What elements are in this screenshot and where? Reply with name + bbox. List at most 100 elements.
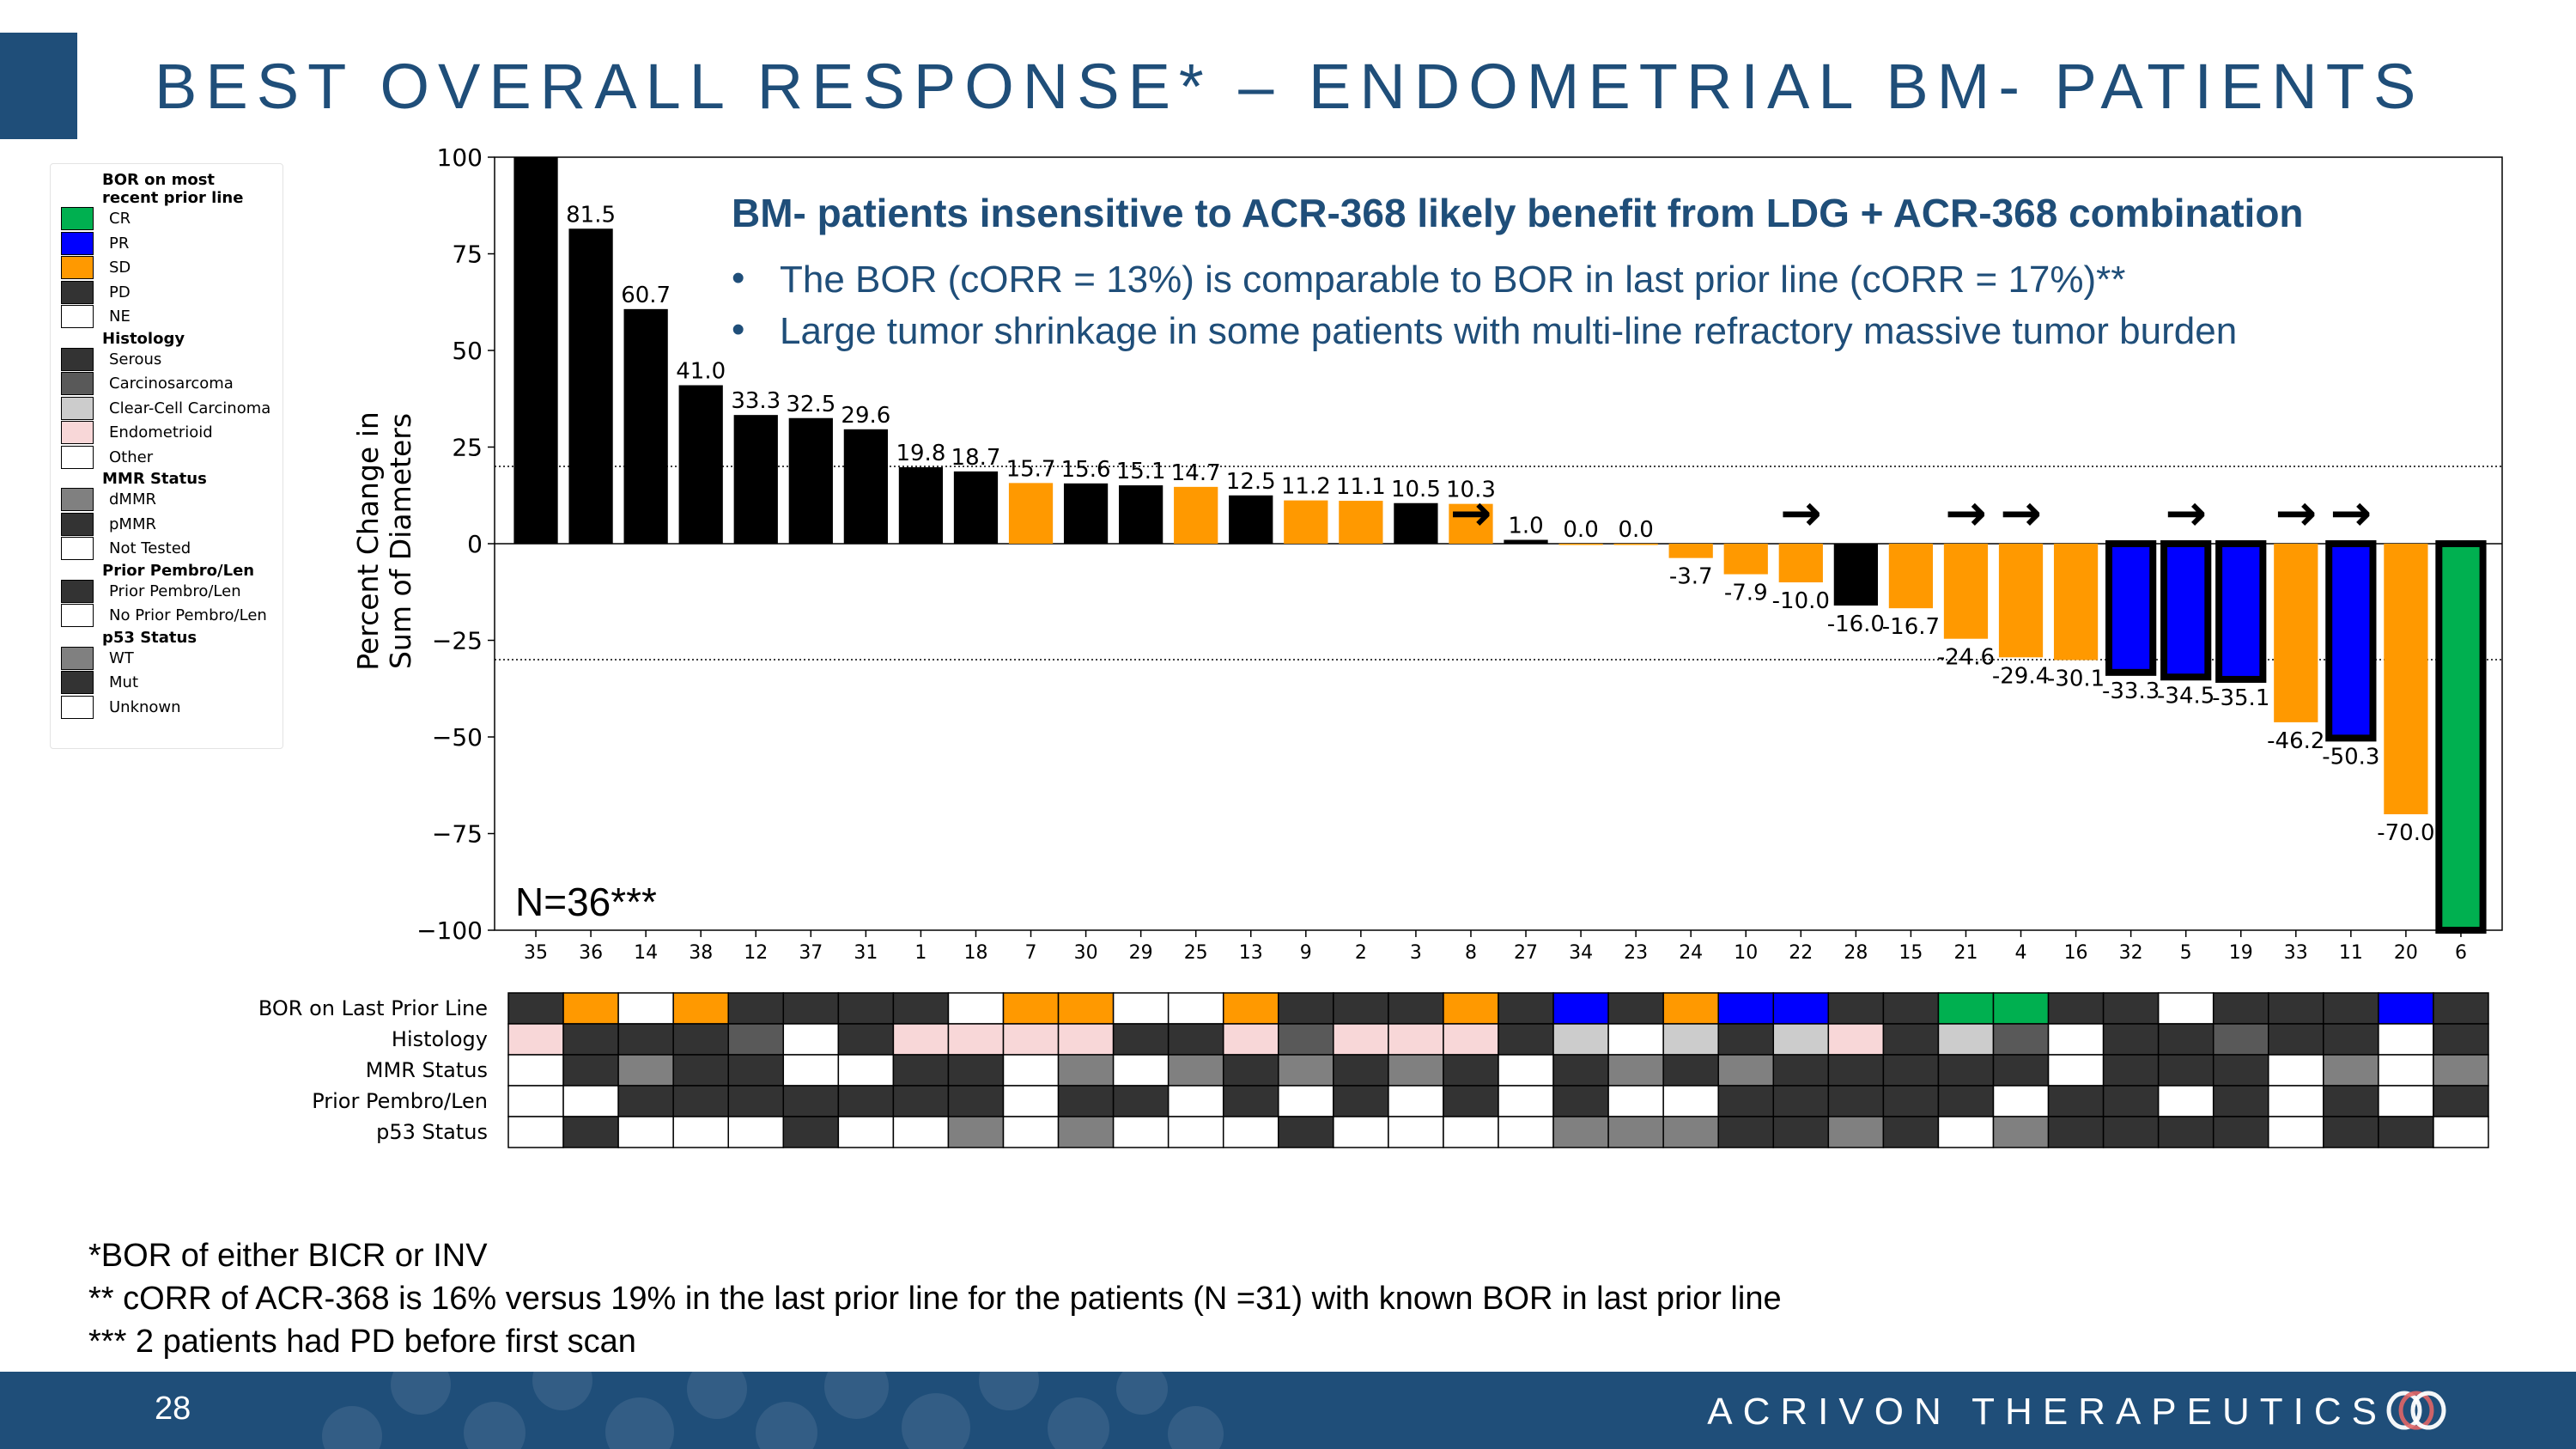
track-cell <box>947 1054 1005 1087</box>
track-cell <box>837 1085 895 1117</box>
track-cell <box>2378 992 2434 1025</box>
legend-label: No Prior Pembro/Len <box>109 606 267 624</box>
track-cell <box>562 1085 619 1117</box>
legend-swatch <box>61 396 94 420</box>
data-label: 60.7 <box>621 283 671 308</box>
decorative-circle <box>824 1372 889 1419</box>
page-number: 28 <box>155 1391 191 1427</box>
track-cell <box>1112 1085 1170 1117</box>
track-cell <box>1498 1023 1554 1056</box>
track-cell <box>2268 992 2324 1025</box>
track-cell <box>892 1116 950 1148</box>
track-cell <box>1882 992 1940 1025</box>
track-cell <box>2378 1085 2434 1117</box>
track-cell <box>782 1023 840 1056</box>
track-cell <box>2047 1023 2105 1056</box>
callout-headline: BM- patients insensitive to ACR-368 like… <box>732 191 2304 235</box>
track-cell <box>1333 1054 1389 1087</box>
track-cell <box>1167 992 1224 1025</box>
y-tick-label: 100 <box>437 143 483 172</box>
legend-label: Unknown <box>109 697 181 716</box>
track-cell <box>892 1054 950 1087</box>
track-cell <box>837 1054 895 1087</box>
x-tick-label: 21 <box>1953 942 1978 964</box>
y-tick-label: −75 <box>432 820 483 849</box>
track-cell <box>1057 992 1115 1025</box>
y-tick-label: 0 <box>467 530 483 558</box>
track-cell <box>1937 1116 1995 1148</box>
track-cell <box>1717 1085 1775 1117</box>
legend-item: Prior Pembro/Len <box>56 579 283 605</box>
data-label: 10.5 <box>1391 477 1441 502</box>
track-cell <box>837 1116 895 1148</box>
track-cell <box>1717 1023 1775 1056</box>
track-cell <box>1662 1116 1719 1148</box>
track-cell <box>1222 992 1279 1025</box>
track-cell <box>1002 1085 1060 1117</box>
track-cell <box>1827 1116 1885 1148</box>
track-cell <box>947 1023 1005 1056</box>
data-label: 0.0 <box>1618 517 1653 543</box>
track-cell <box>1937 992 1995 1025</box>
track-cell <box>1992 1054 2050 1087</box>
track-cell <box>1388 1116 1444 1148</box>
track-cell <box>1167 1085 1224 1117</box>
x-tick-label: 19 <box>2229 942 2253 964</box>
bar <box>2053 544 2099 661</box>
track-cell <box>782 992 840 1025</box>
track-cell <box>1167 1116 1224 1148</box>
legend-label: SD <box>109 259 131 277</box>
track-label: p53 Status <box>376 1120 488 1144</box>
legend-item: PR <box>56 231 283 257</box>
track-cell <box>1278 1054 1334 1087</box>
track-cell <box>672 992 729 1025</box>
bar <box>1833 544 1878 606</box>
track-cell <box>2212 1023 2269 1056</box>
bar <box>513 157 558 544</box>
track-cell <box>1002 1054 1060 1087</box>
track-cell <box>2323 1085 2379 1117</box>
track-cell <box>1882 1085 1940 1117</box>
track-cell <box>1057 1023 1115 1056</box>
legend-label: Prior Pembro/Len <box>109 581 241 600</box>
track-cell <box>1992 1116 2050 1148</box>
bar <box>1998 544 2044 658</box>
bullet-icon: • <box>732 257 744 299</box>
track-cell <box>2157 1023 2215 1056</box>
track-cell <box>507 1054 564 1087</box>
track-label: Histology <box>392 1027 488 1051</box>
track-cell <box>2157 1054 2215 1087</box>
legend-swatch <box>61 347 94 371</box>
bullet-icon: • <box>732 308 744 350</box>
x-tick-label: 18 <box>963 942 987 964</box>
legend-item: Carcinosarcoma <box>56 372 283 397</box>
bar <box>1394 502 1438 544</box>
plot-frame <box>494 156 2503 931</box>
legend-label: Endometrioid <box>109 423 213 441</box>
legend-swatch <box>61 231 94 255</box>
legend-item: dMMR <box>56 488 283 513</box>
bar <box>1613 544 1658 545</box>
y-tick-label: 25 <box>452 434 483 462</box>
data-label: -70.0 <box>2377 820 2434 846</box>
decorative-circle <box>605 1397 674 1449</box>
track-cell <box>1443 1116 1499 1148</box>
track-cell <box>947 992 1005 1025</box>
bar <box>843 429 888 544</box>
decorative-circle <box>322 1406 382 1449</box>
data-label: -50.3 <box>2322 744 2379 770</box>
track-cell <box>1388 1085 1444 1117</box>
track-cell <box>2378 1023 2434 1056</box>
legend-swatch <box>61 695 94 719</box>
track-cell <box>1772 1116 1830 1148</box>
data-label: -24.6 <box>1937 645 1995 671</box>
x-tick-label: 37 <box>799 942 823 964</box>
footnote: *BOR of either BICR or INV <box>88 1238 488 1274</box>
track-cell <box>2212 992 2269 1025</box>
data-label: 15.1 <box>1116 459 1166 484</box>
bar <box>1119 485 1163 544</box>
x-tick-label: 32 <box>2119 942 2143 964</box>
decorative-circle <box>1168 1406 1224 1449</box>
data-label: -46.2 <box>2267 728 2324 754</box>
legend-label: dMMR <box>109 490 156 508</box>
